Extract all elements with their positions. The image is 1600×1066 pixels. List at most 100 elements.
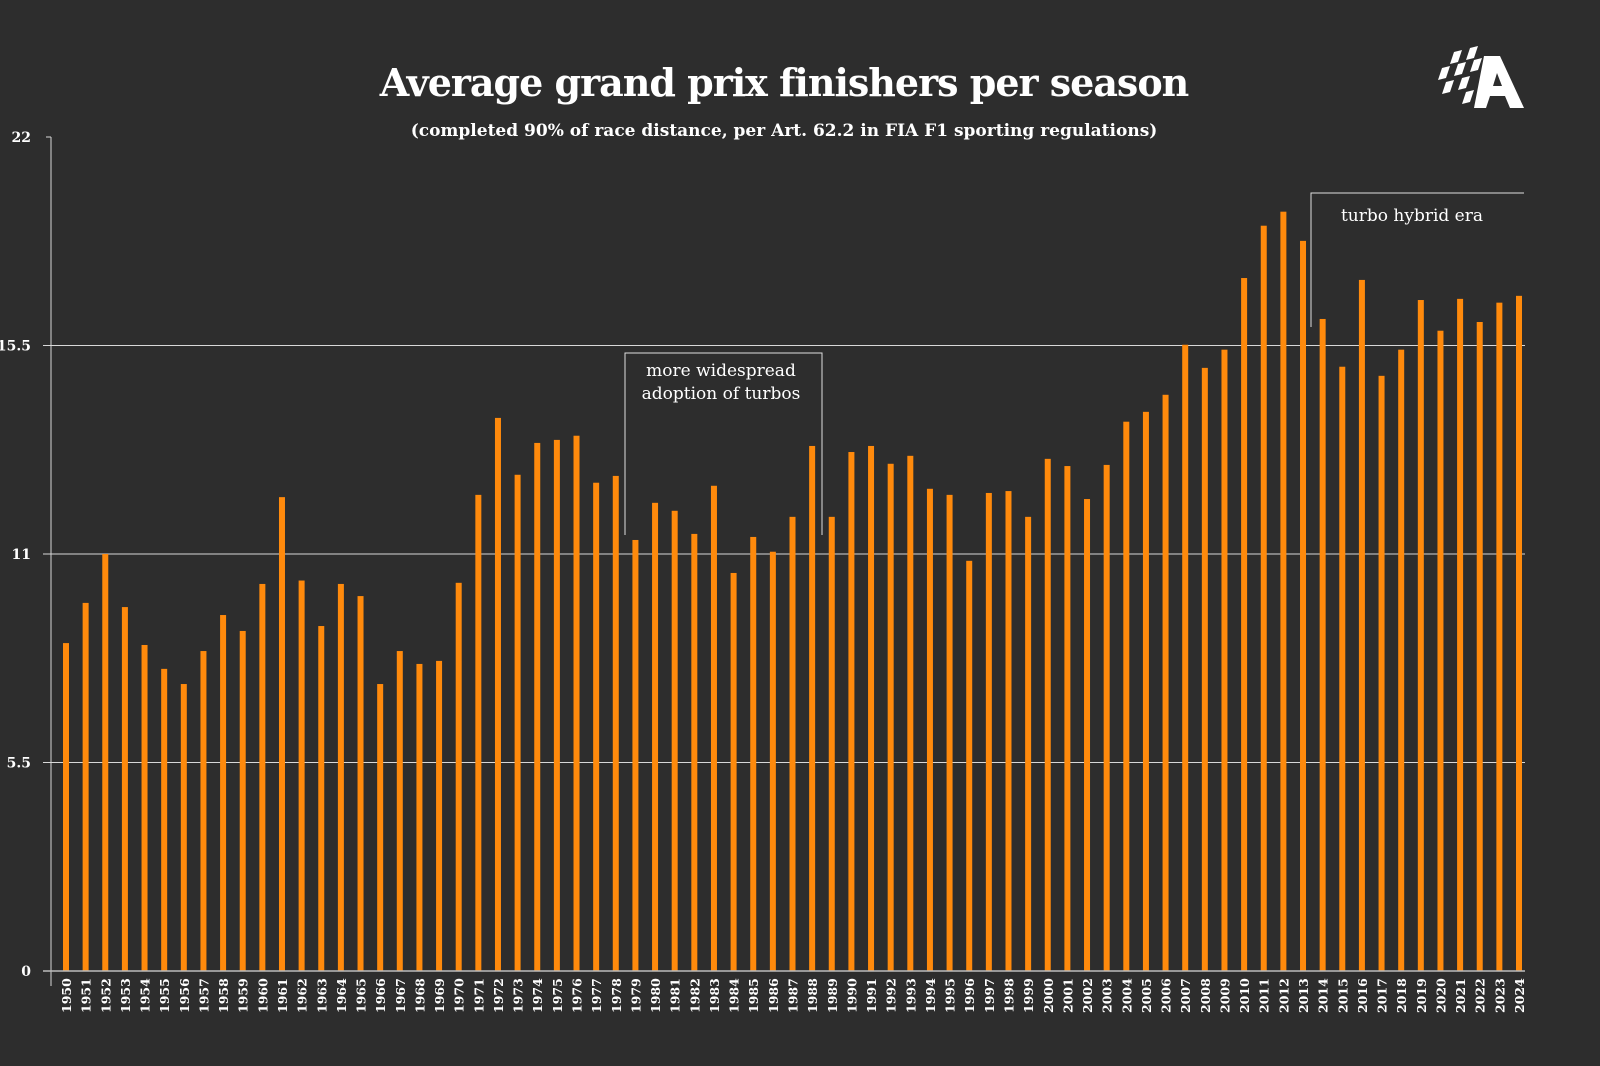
x-tick-label: 1957 <box>196 978 211 1013</box>
bar-1964 <box>337 583 344 971</box>
bar-1987 <box>789 516 796 971</box>
bar-2009 <box>1221 349 1228 971</box>
x-tick-label: 2020 <box>1433 978 1448 1013</box>
bar-2001 <box>1064 466 1071 971</box>
x-tick-label: 1963 <box>314 978 329 1013</box>
bar-1950 <box>63 643 69 971</box>
bar-2004 <box>1123 421 1130 971</box>
x-tick-label: 2012 <box>1276 978 1291 1013</box>
x-tick-label: 1958 <box>216 978 231 1013</box>
bar-1979 <box>632 539 639 971</box>
x-tick-label: 1992 <box>884 978 899 1013</box>
x-tick-label: 1953 <box>118 978 133 1013</box>
bar-1977 <box>593 482 600 971</box>
x-tick-label: 1961 <box>275 978 290 1013</box>
x-tick-label: 1995 <box>943 978 958 1013</box>
x-tick-label: 1968 <box>412 978 427 1013</box>
bar-2000 <box>1044 458 1051 972</box>
bar-1986 <box>769 551 776 971</box>
x-tick-label: 1965 <box>354 978 369 1013</box>
x-tick-label: 1988 <box>805 978 820 1013</box>
bar-1992 <box>887 463 894 971</box>
x-tick-label: 1996 <box>962 978 977 1013</box>
x-tick-label: 1971 <box>471 978 486 1013</box>
bar-2020 <box>1437 330 1444 971</box>
x-tick-label: 1984 <box>727 978 742 1013</box>
bar-1971 <box>475 494 482 971</box>
bar-1956 <box>180 684 187 971</box>
bar-1961 <box>278 497 285 971</box>
bar-1996 <box>966 560 973 971</box>
bar-2016 <box>1358 279 1365 972</box>
bar-1963 <box>318 626 325 971</box>
bar-2024 <box>1516 295 1522 971</box>
bar-1994 <box>926 488 933 971</box>
bar-2006 <box>1162 394 1169 971</box>
x-tick-label: 1986 <box>766 978 781 1013</box>
x-tick-label: 2023 <box>1492 978 1507 1013</box>
x-tick-label: 1997 <box>982 978 997 1013</box>
y-tick-label: 15.5 <box>0 339 31 355</box>
bar-1955 <box>161 668 168 971</box>
x-tick-label: 2010 <box>1237 978 1252 1013</box>
bar-1959 <box>239 630 246 971</box>
x-tick-label: 2006 <box>1159 978 1174 1013</box>
x-tick-label: 1952 <box>98 978 113 1013</box>
bar-2015 <box>1339 366 1346 971</box>
bar-1982 <box>691 533 698 971</box>
annotation-text-hybrid: turbo hybrid era <box>1341 206 1483 226</box>
x-tick-label: 2003 <box>1100 978 1115 1013</box>
annotation-bracket-hybrid <box>1310 192 1524 327</box>
x-tick-label: 1982 <box>687 978 702 1013</box>
bar-1969 <box>436 660 443 971</box>
bar-1966 <box>377 684 384 971</box>
bar-2003 <box>1103 464 1110 971</box>
x-tick-label: 2015 <box>1335 978 1350 1013</box>
x-tick-label: 1966 <box>373 978 388 1013</box>
bar-1958 <box>220 615 227 971</box>
x-tick-label: 2021 <box>1453 978 1468 1013</box>
x-tick-label: 2007 <box>1178 978 1193 1013</box>
x-tick-label: 1962 <box>295 978 310 1013</box>
x-tick-label: 1981 <box>668 978 683 1013</box>
bar-1984 <box>730 572 737 971</box>
bar-1993 <box>907 455 914 972</box>
x-tick-label: 1998 <box>1001 978 1016 1013</box>
x-tick-label: 1999 <box>1021 978 1036 1013</box>
x-tick-label: 1951 <box>79 978 94 1013</box>
bar-2011 <box>1260 225 1267 971</box>
bar-1978 <box>612 475 619 971</box>
bar-2014 <box>1319 318 1326 971</box>
x-tick-label: 1970 <box>452 978 467 1013</box>
bar-1967 <box>396 651 403 971</box>
x-tick-label: 2001 <box>1060 978 1075 1013</box>
bar-1953 <box>121 607 128 971</box>
bar-1954 <box>141 644 148 971</box>
bar-2019 <box>1417 300 1424 971</box>
x-tick-label: 2008 <box>1198 978 1213 1013</box>
x-tick-label: 1959 <box>236 978 251 1013</box>
y-tick-label: 0 <box>21 964 31 980</box>
chart-title: Average grand prix finishers per season <box>379 60 1190 105</box>
x-tick-label: 2013 <box>1296 978 1311 1013</box>
bar-2008 <box>1201 367 1208 972</box>
x-tick-label: 1967 <box>393 978 408 1013</box>
x-tick-label: 1974 <box>530 978 545 1013</box>
bar-1991 <box>868 445 875 971</box>
x-tick-label: 1964 <box>334 978 349 1013</box>
x-tick-label: 1991 <box>864 978 879 1013</box>
bar-1989 <box>828 516 835 971</box>
x-tick-label: 2014 <box>1316 978 1331 1013</box>
y-tick-label: 5.5 <box>7 756 31 772</box>
bar-2017 <box>1378 375 1385 971</box>
x-tick-label: 2011 <box>1257 978 1272 1013</box>
x-tick-label: 1969 <box>432 978 447 1013</box>
x-tick-label: 1954 <box>138 978 153 1013</box>
bar-2022 <box>1476 321 1483 972</box>
x-tick-label: 2022 <box>1473 978 1488 1013</box>
bar-1976 <box>573 435 580 971</box>
bar-1973 <box>514 474 521 971</box>
x-tick-label: 1980 <box>648 978 663 1013</box>
x-tick-label: 1989 <box>825 978 840 1013</box>
x-tick-label: 1960 <box>255 978 270 1013</box>
